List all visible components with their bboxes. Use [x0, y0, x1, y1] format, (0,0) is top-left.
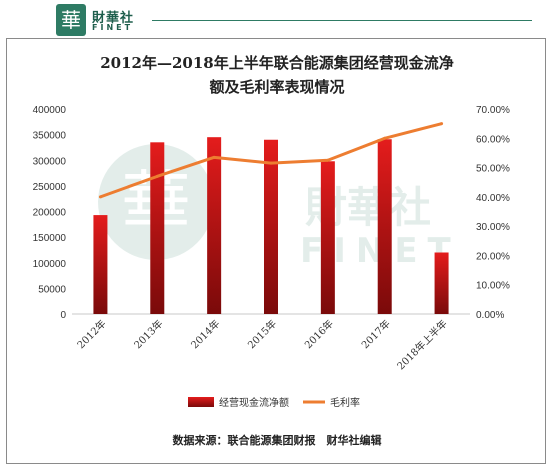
y-right-tick-label: 10.00% — [476, 281, 510, 292]
bar — [434, 252, 449, 314]
y-right-tick-label: 40.00% — [476, 193, 510, 204]
line-point — [440, 122, 444, 126]
line-point — [98, 195, 102, 199]
x-tick-label: 2016年 — [302, 317, 336, 351]
line-point — [383, 136, 387, 140]
chart-title-line1: 2012年—2018年上半年联合能源集团经营现金流净 — [100, 54, 454, 72]
brand-logo-icon: 華 — [56, 4, 86, 36]
y-left-tick-label: 400000 — [33, 105, 67, 116]
y-left-tick-label: 350000 — [33, 131, 67, 142]
y-left-tick-label: 250000 — [33, 182, 67, 193]
chart-title-line2: 额及毛利率表现情况 — [209, 78, 345, 96]
data-source-note: 数据来源：联合能源集团财报 财华社编辑 — [172, 434, 382, 447]
x-tick-label: 2017年 — [359, 317, 393, 351]
legend-bar-swatch — [188, 397, 214, 407]
left-axis: 0 50000 100000 150000 200000 250000 300000 3500… — [33, 105, 67, 321]
line-series — [98, 122, 444, 199]
y-left-tick-label: 100000 — [33, 259, 67, 270]
bar-series — [93, 137, 449, 314]
line-point — [155, 174, 159, 178]
y-left-tick-label: 300000 — [33, 156, 67, 167]
y-right-tick-label: 50.00% — [476, 164, 510, 175]
x-axis-labels: 2012年 2013年 2014年 2015年 2016年 2017年 2018年上半年 — [74, 317, 449, 372]
y-left-tick-label: 150000 — [33, 233, 67, 244]
legend-line-label: 毛利率 — [330, 396, 360, 409]
line-point — [212, 155, 216, 159]
line-point — [269, 161, 273, 165]
bar — [207, 137, 222, 314]
line-point — [326, 158, 330, 162]
y-left-tick-label: 0 — [60, 310, 66, 321]
brand-name-en: FINET — [92, 23, 134, 32]
brand-name-cn: 財華社 — [92, 11, 135, 26]
bar — [377, 139, 392, 314]
y-right-tick-label: 70.00% — [476, 105, 510, 116]
bar — [320, 161, 335, 314]
y-left-tick-label: 200000 — [33, 208, 67, 219]
x-tick-label: 2015年 — [245, 317, 279, 351]
legend-bar-label: 经营现金流净额 — [219, 396, 289, 409]
x-tick-label: 2012年 — [74, 317, 108, 351]
x-tick-label: 2018年上半年 — [394, 317, 449, 372]
bar — [93, 215, 108, 314]
brand-header: 華 財華社 FINET — [56, 4, 536, 38]
y-right-tick-label: 0.00% — [476, 310, 504, 321]
bar — [150, 142, 165, 314]
x-tick-label: 2013年 — [131, 317, 165, 351]
y-right-tick-label: 20.00% — [476, 251, 510, 262]
y-left-tick-label: 50000 — [38, 284, 66, 295]
y-right-tick-label: 60.00% — [476, 134, 510, 145]
x-tick-label: 2014年 — [188, 317, 222, 351]
y-right-tick-label: 30.00% — [476, 222, 510, 233]
legend: 经营现金流净额 毛利率 — [188, 396, 360, 409]
bar — [264, 139, 278, 314]
right-axis: 0.00% 10.00% 20.00% 30.00% 40.00% 50.00% 60.00… — [476, 105, 510, 321]
header-divider — [152, 20, 532, 21]
